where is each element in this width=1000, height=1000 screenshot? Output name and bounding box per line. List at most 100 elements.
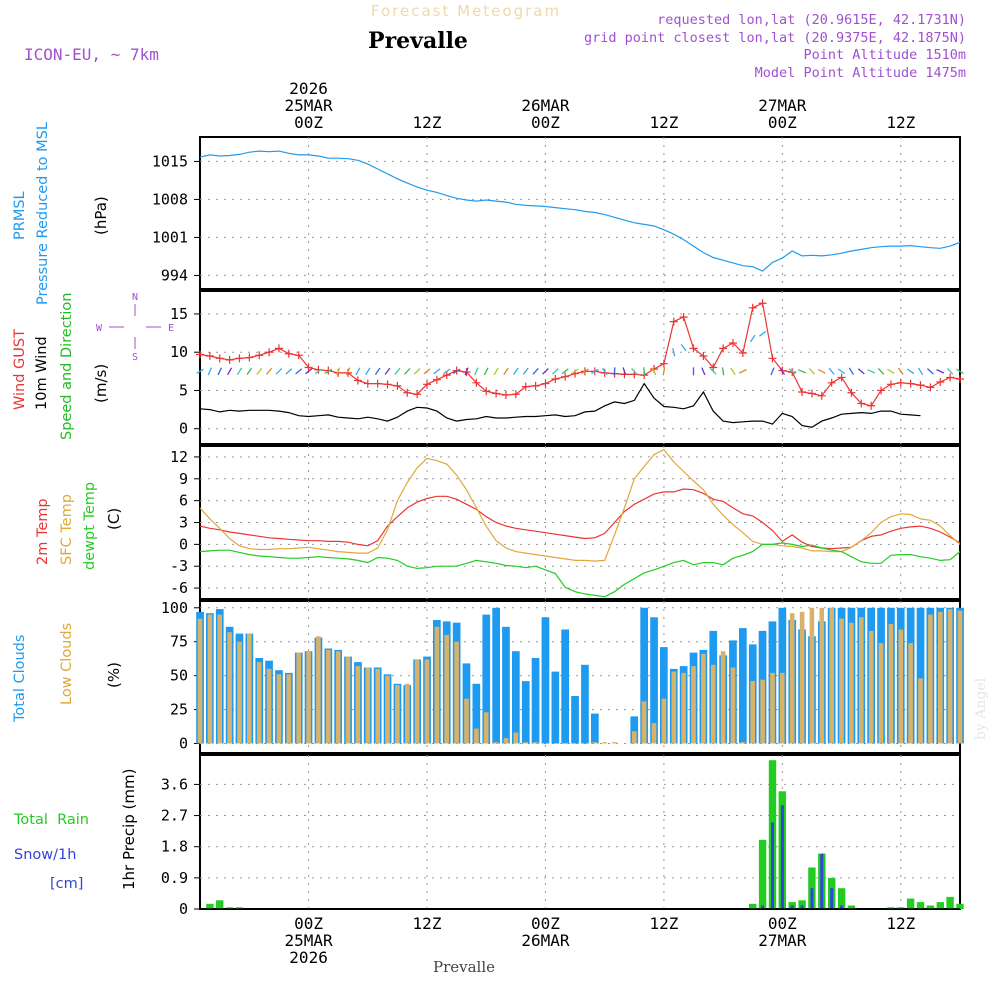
temp-unit: (C) (105, 508, 123, 530)
low-clouds-bar (789, 613, 795, 744)
low-clouds-bar (483, 712, 489, 744)
snow-bar (810, 888, 814, 909)
gust-point (304, 363, 313, 372)
low-clouds-bar (247, 633, 252, 744)
low-clouds-bar (424, 659, 430, 744)
gust-point (294, 351, 303, 360)
total-clouds-bar (591, 713, 599, 744)
compass-s: S (132, 352, 138, 363)
low-clouds-bar (859, 617, 864, 744)
wind-direction-arrow (601, 367, 608, 376)
low-clouds-bar (296, 652, 301, 744)
gust-point (926, 383, 935, 392)
gust-point (274, 344, 283, 353)
low-clouds-bar (405, 683, 410, 744)
y-tick-label: -6 (170, 579, 188, 597)
y-tick-label: 6 (179, 492, 188, 510)
wind-direction-arrow (464, 367, 469, 376)
gust-point (215, 354, 224, 363)
precip-unit: 1hr Precip (mm) (120, 769, 138, 890)
wind-direction-arrow (877, 367, 885, 375)
rain-bar (235, 907, 244, 909)
bottom-time-label: 12Z (886, 914, 915, 933)
y-tick-label: 3 (179, 514, 188, 532)
gust-point (482, 387, 491, 396)
gust-point (768, 354, 777, 363)
wind-direction-arrow (207, 367, 212, 376)
rain-bar (897, 907, 905, 909)
point-altitude: Point Altitude 1510m (803, 47, 966, 63)
low-clouds-bar (918, 678, 923, 744)
low-clouds-bar (266, 668, 272, 744)
wind-direction-arrow (483, 367, 489, 376)
top-time-label: 12Z (886, 113, 915, 132)
low-clouds-bar (799, 611, 805, 744)
wind-direction-arrow (336, 367, 341, 376)
gust-point (196, 350, 204, 359)
low-clouds-bar (839, 618, 844, 744)
low-clouds-bar (868, 630, 874, 744)
y-tick-label: 75 (170, 633, 188, 651)
wind-direction-arrow (631, 367, 638, 375)
rain-bar (206, 903, 214, 909)
wind-direction-arrow (897, 367, 904, 375)
gust-point (748, 303, 757, 312)
rain-bar (225, 907, 234, 909)
wind-direction-arrow (196, 368, 204, 374)
clouds-side-labels: Total Clouds Low Clouds (%) (12, 623, 123, 723)
wind-direction-arrow (285, 368, 293, 375)
y-tick-label: 994 (161, 266, 188, 284)
model-altitude: Model Point Altitude 1475m (755, 65, 966, 81)
wind-direction-arrow (236, 367, 243, 376)
rain-bar (926, 905, 935, 909)
snow-bar (800, 905, 804, 909)
gust-point (916, 381, 925, 390)
low-clouds-bar (355, 666, 361, 744)
gust-point (284, 349, 293, 358)
low-clouds-bar (760, 679, 765, 744)
gust-point (531, 381, 540, 390)
gust-point (906, 379, 915, 388)
low-clouds-bar (592, 742, 598, 744)
wind-direction-arrow (404, 367, 411, 375)
gust-point (857, 399, 866, 408)
wind-direction-arrow (551, 368, 559, 375)
gust-point (738, 348, 747, 357)
wind-direction-arrow (709, 368, 717, 375)
low-clouds-bar (434, 626, 440, 744)
gust-point (413, 390, 422, 399)
meteogram-title: Forecast Meteogram (371, 2, 561, 20)
wind-direction-arrow (701, 367, 706, 376)
bottom-time-label: 12Z (413, 914, 442, 933)
low-clouds-bar (681, 672, 686, 744)
pressure-desc-label: Pressure Reduced to MSL (35, 122, 51, 305)
rain-bar (956, 903, 964, 909)
rain-bar (798, 900, 806, 909)
low-clouds-bar (217, 614, 222, 744)
gust-point (235, 354, 244, 363)
gust-point (521, 382, 530, 391)
bottom-time-label: 00Z (294, 914, 323, 933)
rain-bar (837, 888, 846, 909)
total-clouds-bar (502, 626, 510, 744)
wind-direction-arrow (452, 368, 461, 374)
temp2m-label: 2m Temp (35, 498, 51, 565)
snow-bar (780, 805, 784, 909)
y-tick-label: -3 (170, 557, 188, 575)
rain-bar (216, 900, 224, 909)
low-clouds-bar (701, 653, 706, 744)
low-clouds-bar (730, 667, 736, 744)
series-line-2m-temp (199, 488, 961, 550)
gust-point (689, 344, 698, 353)
wind-direction-arrow (266, 367, 273, 375)
low-clouds-bar (632, 731, 637, 744)
gust-point (551, 374, 560, 383)
gust-point (373, 379, 382, 388)
pressure-panel: 994 1001 1008 1015 (152, 136, 961, 290)
dewpt-label: dewpt Temp (82, 482, 98, 570)
total-clouds-bar (739, 628, 747, 744)
temperature-panel: -6 -3 0 3 6 9 12 (170, 445, 961, 600)
low-clouds-label: Low Clouds (59, 623, 75, 705)
wind-direction-arrow (305, 368, 313, 375)
gust-point (561, 372, 570, 381)
